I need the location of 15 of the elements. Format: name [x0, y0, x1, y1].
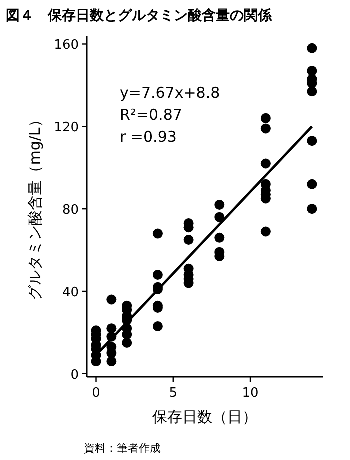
y-axis-title: グルタミン酸含量（mg/L） [26, 112, 44, 300]
annotation: R²=0.87 [120, 106, 182, 124]
x-axis-title: 保存日数（日） [152, 408, 258, 426]
chart-title: 図４ 保存日数とグルタミン酸含量の関係 [6, 8, 273, 24]
annotation: r =0.93 [120, 128, 177, 146]
annotation: y=7.67x+8.8 [120, 84, 220, 102]
y-tick-label: 80 [62, 203, 79, 218]
text: 資料：筆者作成 [84, 442, 161, 455]
x-tick-label: 10 [242, 386, 259, 401]
y-tick-label: 40 [62, 285, 79, 300]
y-tick-label: 0 [70, 368, 79, 383]
y-tick-label: 120 [54, 120, 79, 136]
x-tick-label: 0 [92, 386, 100, 401]
y-tick-label: 160 [54, 38, 79, 54]
x-tick-label: 5 [169, 386, 178, 401]
